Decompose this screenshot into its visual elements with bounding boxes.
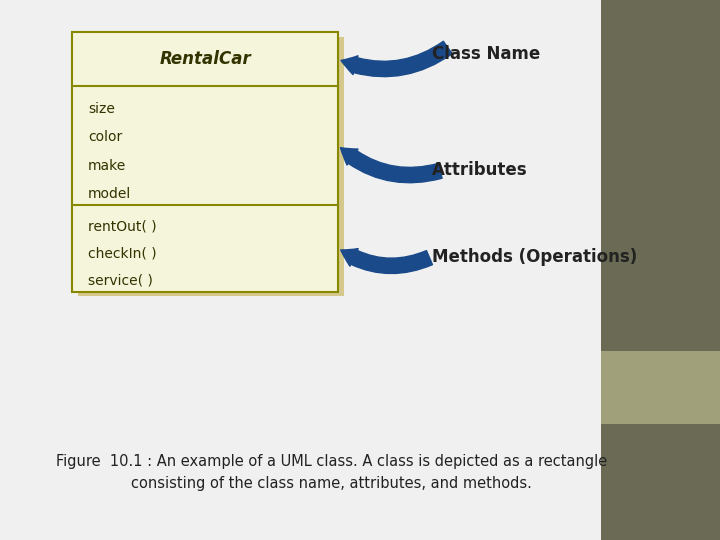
Text: Attributes: Attributes — [432, 161, 528, 179]
Text: checkIn( ): checkIn( ) — [88, 247, 156, 261]
Text: rentOut( ): rentOut( ) — [88, 220, 156, 234]
Bar — [601, 351, 720, 424]
Text: Methods (Operations): Methods (Operations) — [432, 247, 637, 266]
FancyArrowPatch shape — [341, 248, 433, 274]
Bar — [601, 424, 720, 540]
Bar — [78, 37, 344, 296]
Text: model: model — [88, 187, 131, 201]
Text: Class Name: Class Name — [432, 45, 540, 63]
Text: Figure  10.1 : An example of a UML class. A class is depicted as a rectangle
con: Figure 10.1 : An example of a UML class.… — [55, 454, 607, 491]
Text: make: make — [88, 159, 126, 172]
Text: color: color — [88, 130, 122, 144]
Text: size: size — [88, 102, 114, 116]
FancyArrowPatch shape — [341, 147, 442, 183]
Text: service( ): service( ) — [88, 274, 153, 288]
Bar — [601, 0, 720, 351]
Text: RentalCar: RentalCar — [159, 50, 251, 69]
FancyArrowPatch shape — [341, 41, 452, 77]
Bar — [72, 32, 338, 292]
